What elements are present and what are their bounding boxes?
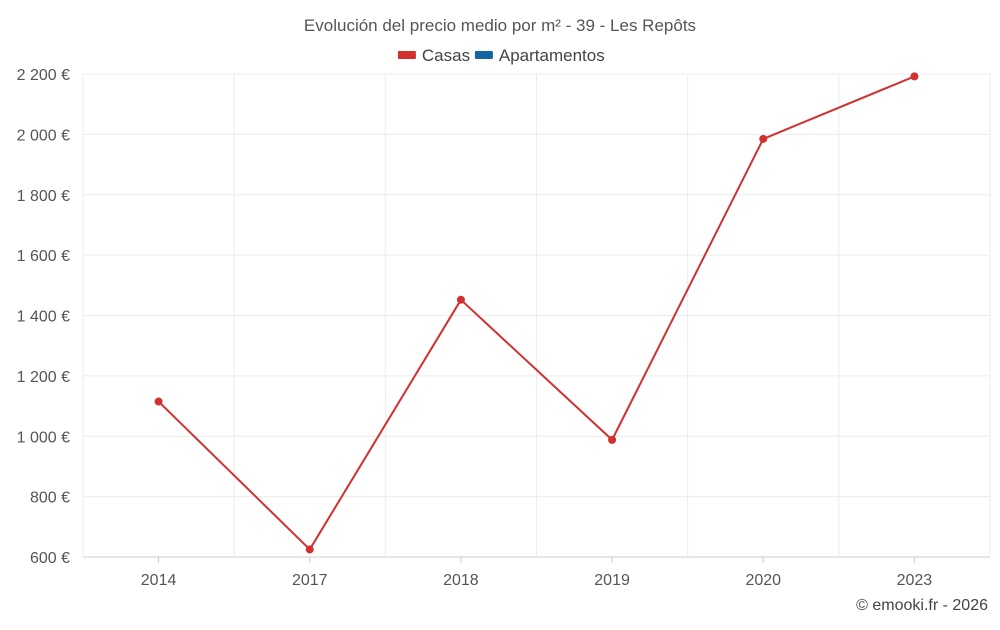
data-point[interactable] (456, 295, 465, 304)
x-tick-label: 2018 (443, 572, 479, 589)
data-point[interactable] (608, 435, 617, 444)
legend-item-casas[interactable]: Casas (397, 46, 470, 65)
data-point[interactable] (154, 397, 163, 406)
y-tick-label: 1 800 € (17, 188, 70, 205)
x-tick-label: 2019 (594, 572, 630, 589)
legend: Casas Apartamentos (397, 46, 605, 65)
legend-swatch (397, 51, 416, 59)
y-tick-label: 1 000 € (17, 429, 70, 446)
data-point[interactable] (305, 545, 314, 554)
x-tick-label: 2023 (897, 572, 933, 589)
y-tick-label: 600 € (30, 550, 70, 567)
data-point[interactable] (910, 72, 919, 81)
series-group (154, 72, 919, 554)
series-line-casas (157, 75, 915, 551)
x-tick-label: 2017 (292, 572, 328, 589)
y-tick-label: 2 200 € (17, 67, 70, 84)
chart-title: Evolución del precio medio por m² - 39 -… (304, 16, 696, 35)
grid (82, 73, 991, 558)
legend-swatch (474, 51, 493, 59)
x-tick-label: 2020 (745, 572, 781, 589)
credit-text: © emooki.fr - 2026 (856, 597, 988, 614)
y-tick-label: 2 000 € (17, 127, 70, 144)
x-axis: 2014 2017 2018 2019 2020 2023 (141, 557, 933, 589)
y-tick-label: 1 600 € (17, 248, 70, 265)
y-tick-label: 800 € (30, 490, 70, 507)
legend-label: Apartamentos (499, 46, 605, 65)
x-tick-label: 2014 (141, 572, 177, 589)
y-tick-label: 1 200 € (17, 369, 70, 386)
data-point[interactable] (759, 134, 768, 143)
legend-item-apartamentos[interactable]: Apartamentos (474, 46, 605, 65)
y-tick-label: 1 400 € (17, 309, 70, 326)
legend-label: Casas (422, 46, 470, 65)
y-axis: 600 € 800 € 1 000 € 1 200 € 1 400 € 1 600 € 1 … (17, 67, 70, 567)
